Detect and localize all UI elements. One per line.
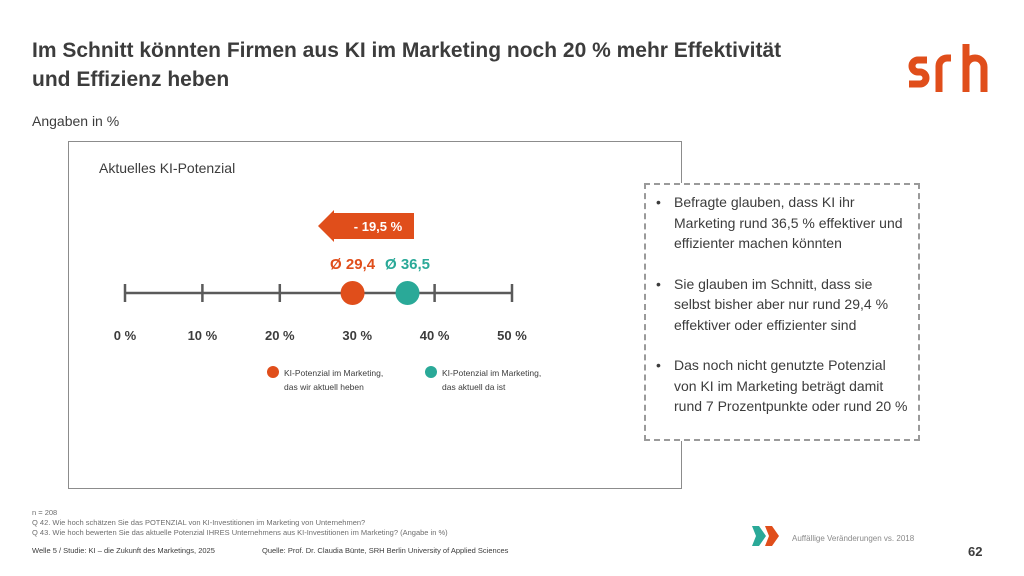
page-title: Im Schnitt könnten Firmen aus KI im Mark… xyxy=(32,39,782,91)
x-tick-label: 40 % xyxy=(420,328,450,343)
summary-bullet-3: Das noch nicht genutzte Potenzial von KI… xyxy=(654,355,908,417)
summary-list: Befragte glauben, dass KI ihr Marketing … xyxy=(654,192,908,417)
study-label: Welle 5 / Studie: KI – die Zukunft des M… xyxy=(32,546,215,555)
legend-label: KI-Potenzial im Marketing, xyxy=(442,368,541,378)
x-tick-label: 20 % xyxy=(265,328,295,343)
change-arrows-icon xyxy=(752,526,779,546)
chart-frame xyxy=(68,141,682,489)
changes-legend-label: Auffällige Veränderungen vs. 2018 xyxy=(792,534,915,543)
source-label: Quelle: Prof. Dr. Claudia Bünte, SRH Ber… xyxy=(262,546,509,555)
sample-size: n = 208 xyxy=(32,508,58,517)
legend-marker xyxy=(425,366,437,378)
question-42: Q 42. Wie hoch schätzen Sie das POTENZIA… xyxy=(32,518,366,527)
legend-label: KI-Potenzial im Marketing, xyxy=(284,368,383,378)
x-tick-label: 10 % xyxy=(188,328,218,343)
summary-callout: Befragte glauben, dass KI ihr Marketing … xyxy=(644,183,920,441)
summary-bullet-2: Sie glauben im Schnitt, dass sie selbst … xyxy=(654,274,908,336)
x-tick-label: 0 % xyxy=(114,328,137,343)
point-value-label: Ø 29,4 xyxy=(330,256,376,273)
potential-chart: 0 % 10 % 20 % 30 % 40 % 50 % Ø 29,4 Ø 36,5 - 19,… xyxy=(114,210,541,392)
legend-label: das wir aktuell heben xyxy=(284,382,364,392)
legend-label: das aktuell da ist xyxy=(442,382,506,392)
point-value-label: Ø 36,5 xyxy=(385,256,430,273)
point-current-potential xyxy=(340,281,365,305)
srh-logo: srh xyxy=(908,44,988,92)
summary-bullet-1: Befragte glauben, dass KI ihr Marketing … xyxy=(654,192,908,254)
footnotes: n = 208 Q 42. Wie hoch schätzen Sie das … xyxy=(32,508,448,538)
page-number: 62 xyxy=(968,544,983,559)
unit-label: Angaben in % xyxy=(32,113,120,129)
difference-arrow xyxy=(318,210,414,242)
x-tick-label: 50 % xyxy=(497,328,527,343)
chart-title: Aktuelles KI-Potenzial xyxy=(99,160,236,176)
point-available-potential xyxy=(395,281,420,305)
difference-label: - 19,5 % xyxy=(354,219,403,234)
x-tick-label: 30 % xyxy=(342,328,372,343)
question-43: Q 43. Wie hoch bewerten Sie das aktuelle… xyxy=(32,528,448,537)
legend-marker xyxy=(267,366,279,378)
